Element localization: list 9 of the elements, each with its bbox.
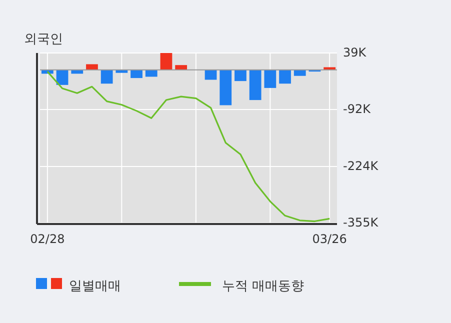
x-tick-label: 02/28 [30,232,65,246]
y-tick-label: 39K [343,45,368,60]
x-tick-label: 03/26 [312,232,347,246]
chart-title: 외국인 [24,32,63,47]
legend-label: 누적 매매동향 [222,279,304,294]
y-tick-label: -355K [343,215,380,230]
legend-label: 일별매매 [69,279,121,294]
y-tick-label: -224K [343,158,380,173]
y-tick-label: -92K [343,102,372,116]
